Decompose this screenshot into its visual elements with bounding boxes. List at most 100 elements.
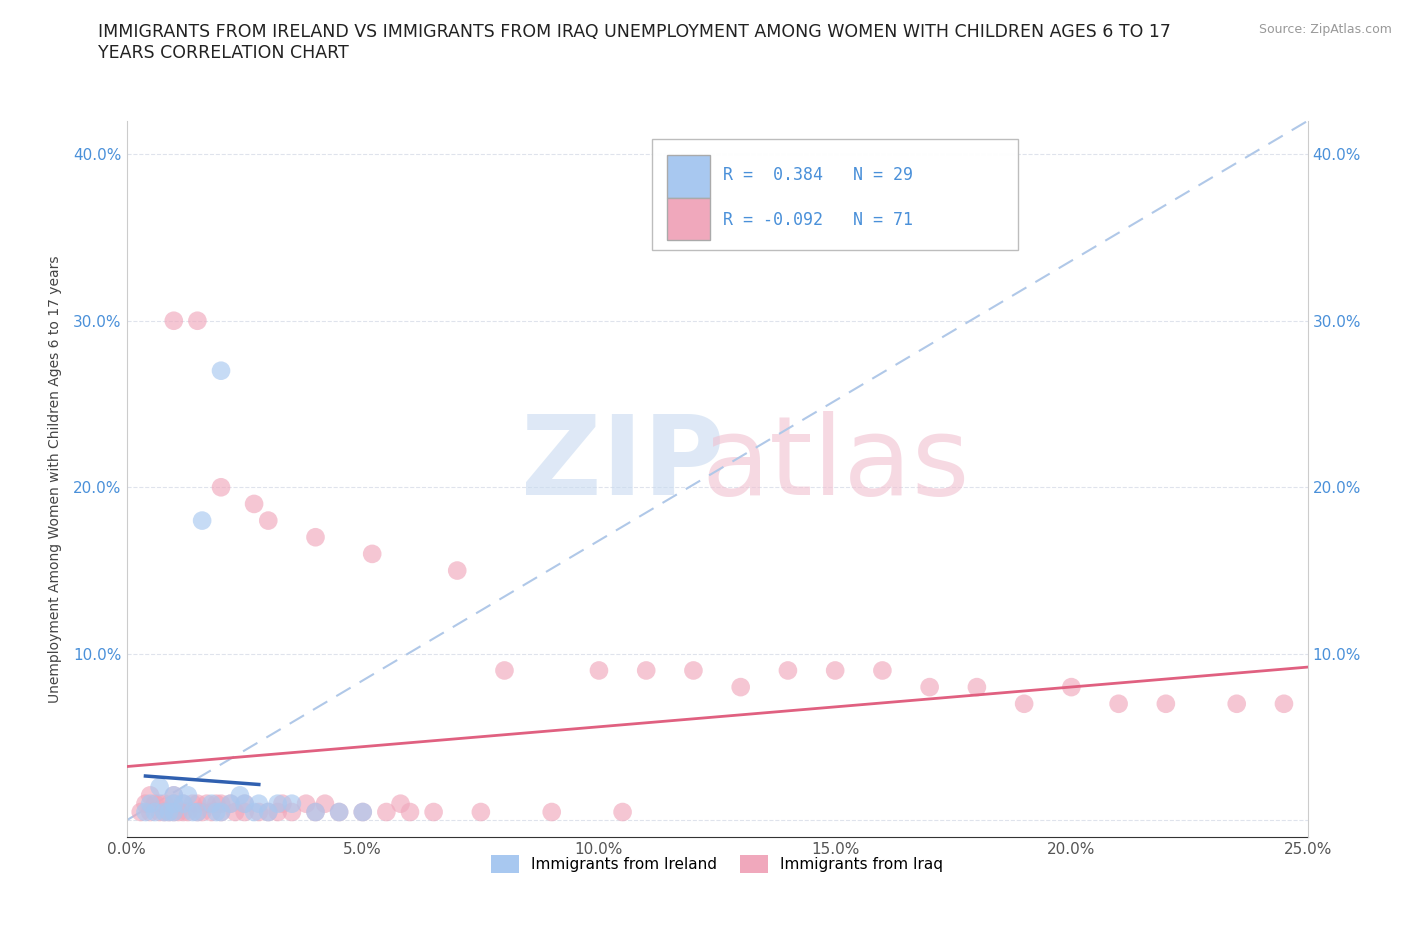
Point	[209, 804, 232, 819]
Point	[163, 788, 186, 803]
Point	[267, 804, 290, 819]
Point	[247, 804, 270, 819]
Point	[177, 788, 200, 803]
Point	[328, 804, 350, 819]
Point	[918, 680, 941, 695]
Point	[304, 804, 326, 819]
Point	[446, 563, 468, 578]
Text: R = -0.092   N = 71: R = -0.092 N = 71	[723, 211, 912, 229]
Point	[153, 804, 176, 819]
Point	[636, 663, 658, 678]
Point	[209, 804, 232, 819]
Point	[730, 680, 752, 695]
Point	[352, 804, 374, 819]
Point	[1226, 697, 1249, 711]
Point	[177, 804, 200, 819]
Text: ZIP: ZIP	[520, 411, 724, 518]
Point	[181, 796, 204, 811]
Point	[966, 680, 988, 695]
Point	[205, 804, 228, 819]
Point	[219, 796, 242, 811]
Point	[422, 804, 444, 819]
Point	[612, 804, 634, 819]
Point	[209, 480, 232, 495]
Point	[281, 804, 304, 819]
Point	[163, 313, 186, 328]
Point	[257, 513, 280, 528]
Point	[205, 796, 228, 811]
Point	[470, 804, 492, 819]
Point	[494, 663, 516, 678]
Point	[328, 804, 350, 819]
Point	[149, 796, 172, 811]
Point	[129, 804, 152, 819]
Point	[267, 796, 290, 811]
Point	[682, 663, 704, 678]
Point	[191, 513, 214, 528]
Point	[243, 804, 266, 819]
Point	[200, 796, 222, 811]
Text: atlas: atlas	[702, 411, 969, 518]
Text: Source: ZipAtlas.com: Source: ZipAtlas.com	[1258, 23, 1392, 36]
Point	[209, 364, 232, 379]
Point	[139, 804, 162, 819]
Legend: Immigrants from Ireland, Immigrants from Iraq: Immigrants from Ireland, Immigrants from…	[485, 849, 949, 880]
Point	[195, 796, 218, 811]
Point	[153, 804, 176, 819]
Point	[186, 804, 208, 819]
Point	[271, 796, 294, 811]
Point	[352, 804, 374, 819]
Point	[186, 313, 208, 328]
Point	[167, 804, 190, 819]
Y-axis label: Unemployment Among Women with Children Ages 6 to 17 years: Unemployment Among Women with Children A…	[48, 255, 62, 703]
Point	[314, 796, 336, 811]
Point	[163, 796, 186, 811]
Point	[149, 804, 172, 819]
Point	[157, 804, 180, 819]
Point	[1154, 697, 1177, 711]
Point	[1272, 697, 1295, 711]
Point	[200, 804, 222, 819]
Point	[588, 663, 610, 678]
Point	[247, 796, 270, 811]
Point	[134, 804, 156, 819]
FancyBboxPatch shape	[652, 139, 1018, 250]
Point	[219, 796, 242, 811]
Point	[163, 804, 186, 819]
Point	[172, 804, 194, 819]
Text: IMMIGRANTS FROM IRELAND VS IMMIGRANTS FROM IRAQ UNEMPLOYMENT AMONG WOMEN WITH CH: IMMIGRANTS FROM IRELAND VS IMMIGRANTS FR…	[98, 23, 1171, 62]
Point	[243, 497, 266, 512]
Point	[143, 796, 166, 811]
Point	[143, 804, 166, 819]
Point	[139, 788, 162, 803]
Point	[172, 796, 194, 811]
Point	[209, 796, 232, 811]
Point	[1012, 697, 1035, 711]
Text: R =  0.384   N = 29: R = 0.384 N = 29	[723, 166, 912, 184]
Point	[375, 804, 398, 819]
FancyBboxPatch shape	[668, 155, 710, 197]
Point	[186, 804, 208, 819]
Point	[224, 804, 246, 819]
Point	[872, 663, 894, 678]
Point	[139, 796, 162, 811]
Point	[153, 796, 176, 811]
Point	[295, 796, 318, 811]
Point	[163, 804, 186, 819]
Point	[163, 788, 186, 803]
Point	[181, 804, 204, 819]
Point	[304, 530, 326, 545]
Point	[281, 796, 304, 811]
Point	[191, 804, 214, 819]
Point	[361, 547, 384, 562]
Point	[1060, 680, 1083, 695]
Point	[186, 796, 208, 811]
Point	[233, 804, 256, 819]
Point	[157, 804, 180, 819]
Point	[233, 796, 256, 811]
Point	[776, 663, 799, 678]
Point	[163, 796, 186, 811]
Point	[1108, 697, 1130, 711]
Point	[172, 796, 194, 811]
FancyBboxPatch shape	[668, 198, 710, 241]
